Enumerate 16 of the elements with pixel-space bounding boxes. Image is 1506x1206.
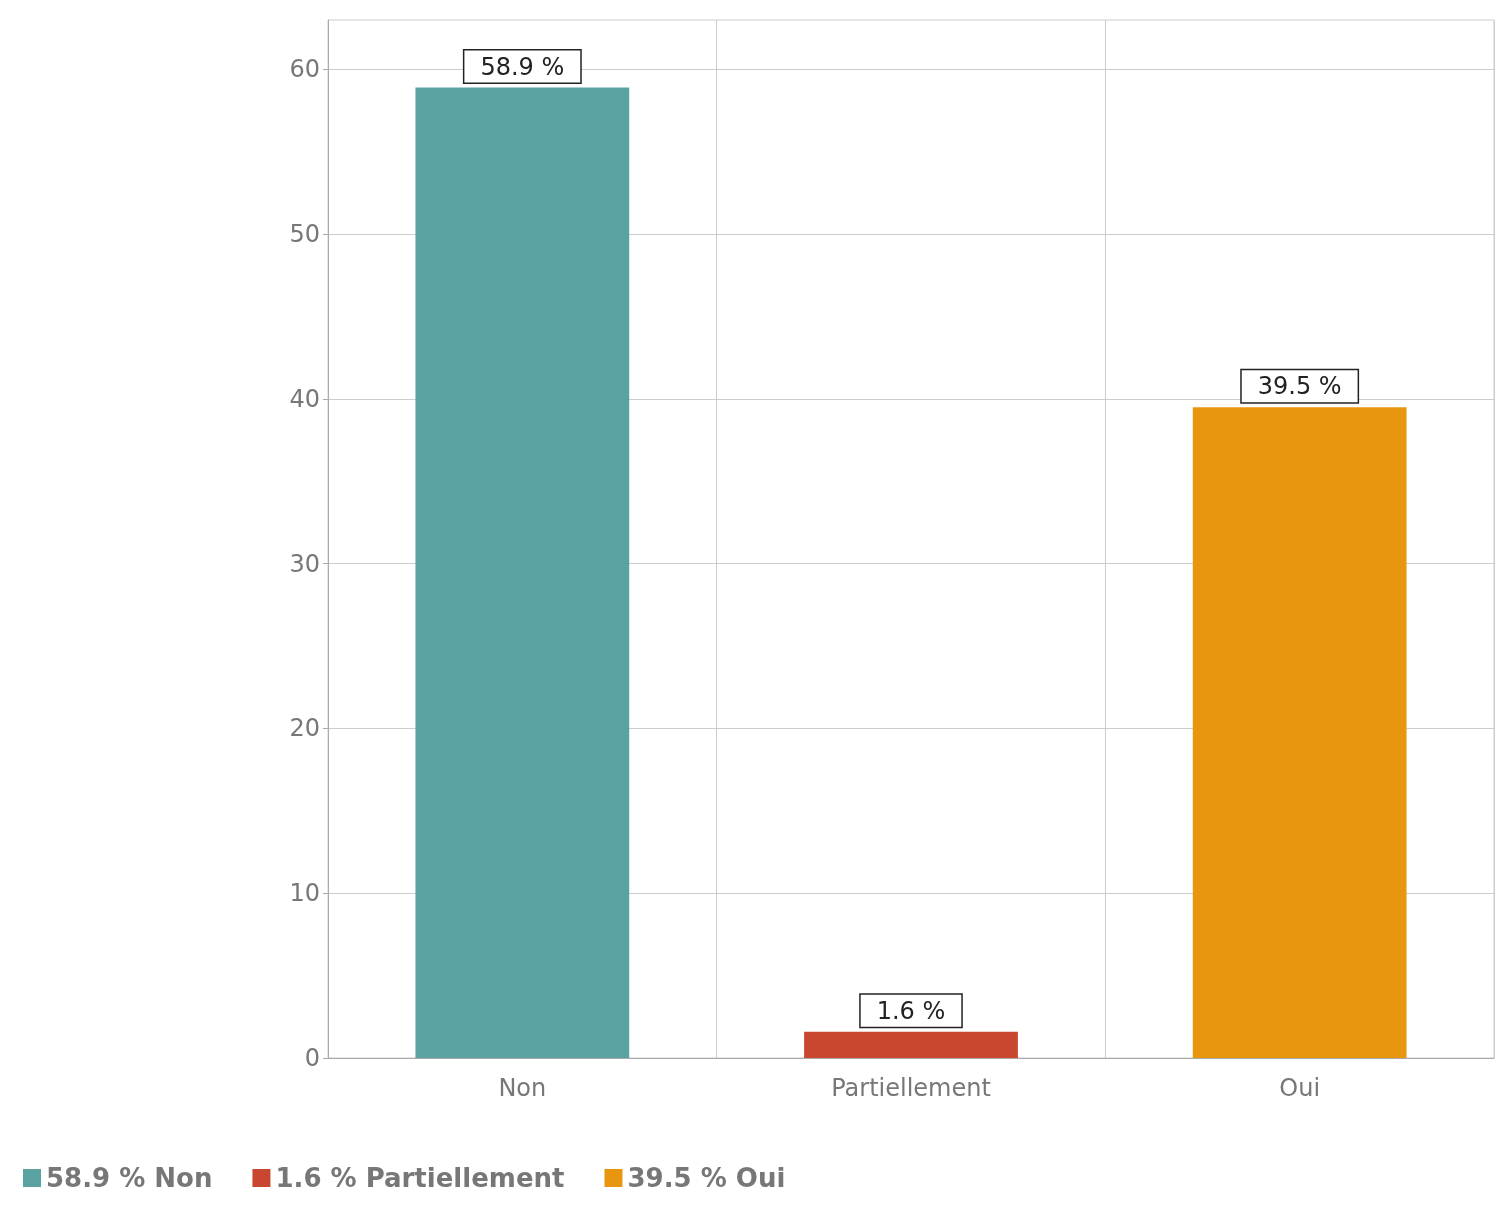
x-tick-label: Partiellement	[831, 1074, 991, 1102]
y-tick-label: 10	[289, 879, 320, 908]
data-label: 39.5 %	[1257, 372, 1342, 401]
data-label: 1.6 %	[876, 996, 946, 1025]
legend-label: 1.6 % Partiellement	[275, 1163, 565, 1193]
legend-label: 58.9 % Non	[46, 1163, 213, 1193]
x-tick-label: Oui	[1279, 1074, 1321, 1102]
y-tick-label: 0	[304, 1044, 320, 1072]
y-tick-label: 40	[289, 384, 320, 413]
data-label: 58.9 %	[480, 52, 565, 81]
y-tick-label: 60	[289, 55, 320, 84]
y-tick-label: 20	[289, 714, 320, 743]
y-tick-label: 50	[289, 220, 320, 249]
x-tick-label: Non	[498, 1074, 547, 1102]
y-tick-label: 30	[289, 549, 320, 578]
legend-label: 39.5 % Oui	[627, 1163, 786, 1193]
